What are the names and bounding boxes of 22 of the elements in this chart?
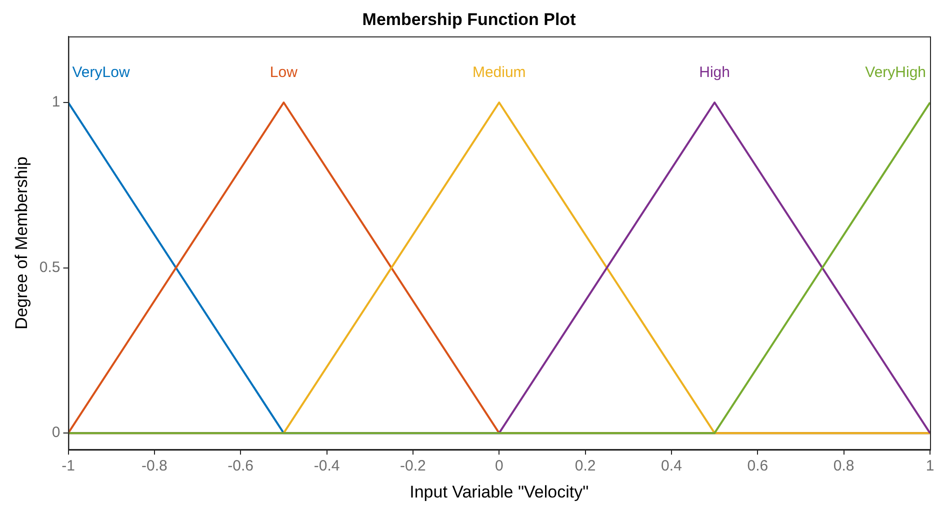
x-tick-label: 1 (926, 458, 934, 475)
chart-title: Membership Function Plot (362, 10, 576, 29)
x-tick-label: -0.8 (141, 458, 168, 475)
series-label: High (699, 64, 730, 82)
series-label: Low (270, 64, 298, 82)
y-tick-label: 0 (52, 424, 60, 442)
series-label: Medium (472, 64, 526, 82)
series-label: VeryLow (72, 64, 130, 82)
x-tick-label: 0.6 (747, 458, 768, 475)
x-axis-title: Input Variable "Velocity" (410, 482, 589, 502)
y-axis-title: Degree of Membership (12, 156, 31, 330)
x-tick-label: 0.8 (833, 458, 854, 475)
x-tick-label: 0.2 (574, 458, 596, 475)
x-tick-label: 0 (494, 458, 504, 475)
x-tick-label: -1 (62, 458, 75, 475)
y-tick-label: 1 (52, 94, 60, 111)
x-tick-label: -0.6 (228, 458, 254, 475)
x-tick-label: 0.4 (661, 458, 682, 475)
series-label: VeryHigh (865, 64, 926, 82)
y-tick-label: 0.5 (39, 258, 60, 276)
x-tick-label: -0.4 (314, 458, 340, 475)
x-tick-label: -0.2 (400, 458, 426, 475)
